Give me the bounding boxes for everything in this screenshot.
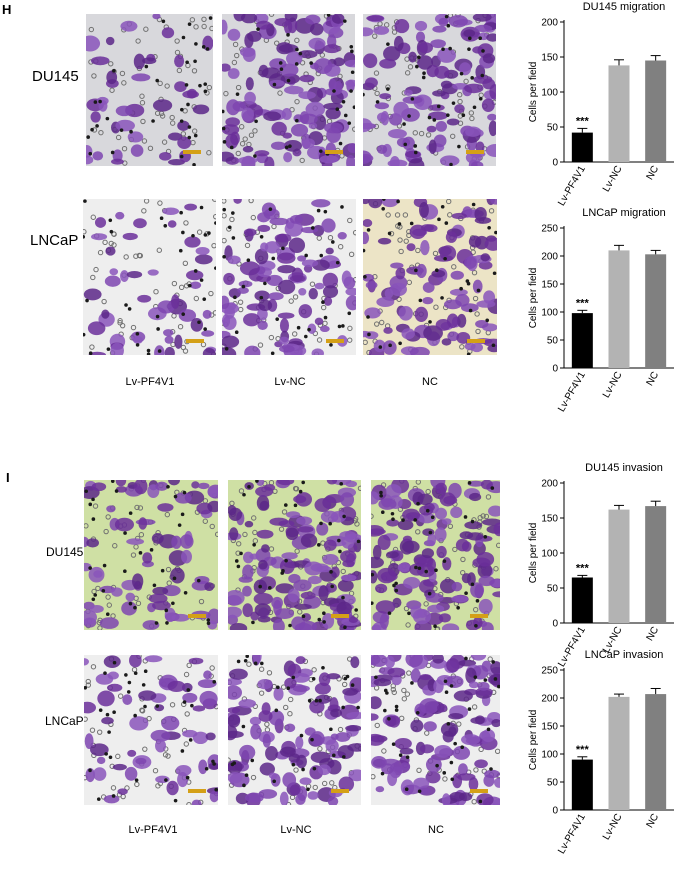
row-label-lncap: LNCaP xyxy=(30,232,79,249)
micrograph-texture xyxy=(363,199,497,355)
chart-2-ytick-label: 100 xyxy=(541,549,558,560)
row-label-du145: DU145 xyxy=(32,68,79,85)
col-label-lv-pf4v1: Lv-PF4V1 xyxy=(125,376,175,388)
chart-2-ytick-label: 50 xyxy=(547,584,559,595)
micrograph-lncap-lv-pf4v1-invasion xyxy=(84,655,218,805)
chart-1-xtick-label: NC xyxy=(645,370,662,388)
chart-0-ytick-label: 200 xyxy=(541,18,558,29)
chart-3-xtick-label: Lv-NC xyxy=(601,812,625,842)
chart-0-bar xyxy=(608,65,630,162)
chart-3-ylabel: Cells per field xyxy=(528,710,539,771)
chart-3-xtick-label: Lv-PF4V1 xyxy=(556,812,588,856)
chart-1-ylabel: Cells per field xyxy=(528,268,539,329)
micrograph-du145-nc-invasion xyxy=(371,480,500,630)
row-label-lncap-invasion: LNCaP xyxy=(45,714,84,728)
chart-lncap-invasion: LNCaP invasion Cells per field 0 50 100 150 20… xyxy=(528,649,674,856)
micrograph-texture xyxy=(222,199,356,355)
chart-0-xtick-label: Lv-NC xyxy=(601,164,625,194)
micrograph-lncap-lv-pf4v1-migration xyxy=(83,199,216,355)
chart-0-ylabel: Cells per field xyxy=(528,62,539,123)
chart-1-ytick-label: 250 xyxy=(541,224,558,235)
chart-3-ytick-label: 250 xyxy=(541,666,558,677)
chart-0-bar xyxy=(645,60,667,162)
chart-2-ylabel: Cells per field xyxy=(528,523,539,584)
col-label-lv-pf4v1-invasion: Lv-PF4V1 xyxy=(128,824,178,836)
micrograph-texture xyxy=(363,14,496,166)
micrograph-texture xyxy=(228,480,361,630)
chart-3-bar xyxy=(608,696,630,810)
chart-1-ytick-label: 0 xyxy=(552,364,558,375)
chart-0-ytick-label: 100 xyxy=(541,88,558,99)
chart-1-xtick-label: Lv-PF4V1 xyxy=(556,370,588,414)
micrograph-texture xyxy=(222,14,355,166)
micrograph-texture xyxy=(83,199,216,355)
chart-2-bar xyxy=(645,506,667,623)
chart-3-ytick-label: 50 xyxy=(547,778,559,789)
chart-3-ytick-label: 200 xyxy=(541,694,558,705)
chart-2-bar xyxy=(608,509,630,623)
col-label-lv-nc: Lv-NC xyxy=(274,376,306,388)
chart-3-bar xyxy=(571,759,593,810)
chart-3-ytick-label: 100 xyxy=(541,750,558,761)
chart-0-bar xyxy=(571,132,593,162)
chart-2-xtick-label: NC xyxy=(645,625,662,643)
chart-2-ytick-label: 150 xyxy=(541,514,558,525)
chart-du145-invasion: DU145 invasion Cells per field 0 50 100 150 20… xyxy=(528,462,674,669)
chart-3-significance: *** xyxy=(576,744,590,756)
micrograph-texture xyxy=(228,655,361,805)
chart-3-bar xyxy=(645,694,667,810)
chart-1-bar xyxy=(571,313,593,368)
micrograph-du145-lv-pf4v1-migration xyxy=(86,14,213,166)
chart-3-xtick-label: NC xyxy=(645,812,662,830)
micrograph-texture xyxy=(84,480,218,630)
micrograph-lncap-lv-nc-invasion xyxy=(228,655,361,805)
chart-0-ytick-label: 0 xyxy=(552,158,558,169)
chart-1-ytick-label: 100 xyxy=(541,308,558,319)
col-label-nc-invasion: NC xyxy=(428,824,444,836)
chart-0-ytick-label: 150 xyxy=(541,53,558,64)
chart-3-title: LNCaP invasion xyxy=(585,649,664,661)
micrograph-du145-nc-migration xyxy=(363,14,496,166)
micrograph-lncap-nc-migration xyxy=(363,199,497,355)
chart-1-title: LNCaP migration xyxy=(582,207,666,219)
chart-1-bar xyxy=(645,254,667,368)
chart-2-bar xyxy=(571,577,593,623)
chart-1-ytick-label: 200 xyxy=(541,252,558,263)
micrograph-lncap-nc-invasion xyxy=(371,655,500,805)
chart-1-ytick-label: 150 xyxy=(541,280,558,291)
col-label-nc: NC xyxy=(422,376,438,388)
chart-2-ytick-label: 0 xyxy=(552,619,558,630)
micrograph-texture xyxy=(371,480,500,630)
chart-1-xtick-label: Lv-NC xyxy=(601,370,625,400)
panel-letter-i: I xyxy=(6,470,10,485)
micrograph-texture xyxy=(371,655,500,805)
chart-0-xtick-label: Lv-PF4V1 xyxy=(556,164,588,208)
chart-1-ytick-label: 50 xyxy=(547,336,559,347)
micrograph-texture xyxy=(84,655,218,805)
chart-2-significance: *** xyxy=(576,562,590,574)
chart-2-ytick-label: 200 xyxy=(541,479,558,490)
row-label-du145-invasion: DU145 xyxy=(46,545,84,559)
chart-1-significance: *** xyxy=(576,297,590,309)
micrograph-lncap-lv-nc-migration xyxy=(222,199,356,355)
chart-0-xtick-label: NC xyxy=(645,164,662,182)
chart-3-ytick-label: 150 xyxy=(541,722,558,733)
chart-3-ytick-label: 0 xyxy=(552,806,558,817)
chart-0-significance: *** xyxy=(576,115,590,127)
chart-2-title: DU145 invasion xyxy=(585,462,663,474)
chart-0-ytick-label: 50 xyxy=(547,123,559,134)
micrograph-du145-lv-nc-invasion xyxy=(228,480,361,630)
col-label-lv-nc-invasion: Lv-NC xyxy=(280,824,312,836)
micrograph-du145-lv-pf4v1-invasion xyxy=(84,480,218,630)
chart-du145-migration: DU145 migration Cells per field 0 50 100 150 2… xyxy=(528,1,674,208)
panel-letter-h: H xyxy=(2,2,12,17)
micrograph-texture xyxy=(86,14,213,166)
chart-lncap-migration: LNCaP migration Cells per field 0 50 100 150 2… xyxy=(528,207,674,414)
chart-1-bar xyxy=(608,250,630,368)
chart-0-title: DU145 migration xyxy=(583,1,666,13)
micrograph-du145-lv-nc-migration xyxy=(222,14,355,166)
